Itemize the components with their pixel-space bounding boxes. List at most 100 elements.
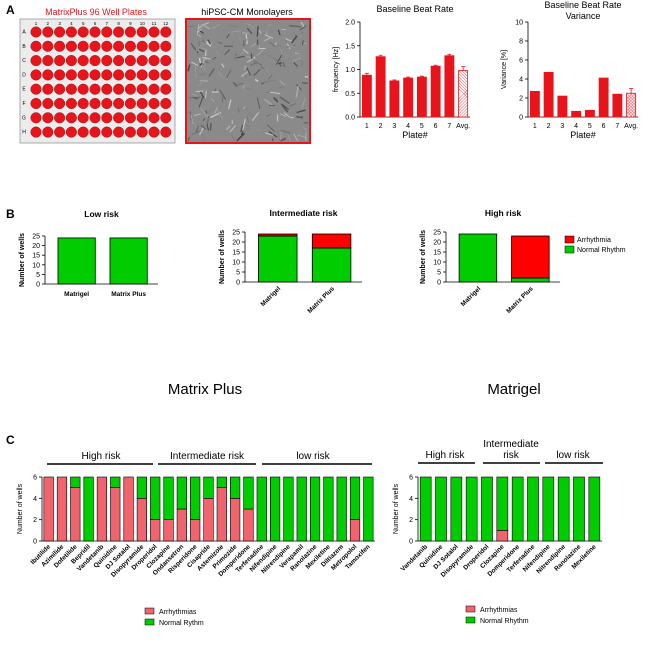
cell-texture <box>227 24 238 28</box>
cell-texture <box>226 34 230 39</box>
bar-arrhythmias <box>136 498 147 542</box>
bar-normal <box>256 476 267 542</box>
cell-texture <box>242 32 249 35</box>
cell-texture <box>246 87 252 91</box>
cell-texture <box>206 42 212 47</box>
bar-normal <box>363 476 374 542</box>
chart-title: Variance <box>566 11 601 21</box>
legend-label: Arrhythmia <box>577 237 611 244</box>
bar <box>529 90 540 118</box>
bar-arrhythmias <box>96 476 108 542</box>
bar-normal <box>458 233 498 283</box>
bar-normal <box>349 476 361 520</box>
plate-row-label: B <box>22 44 26 50</box>
well <box>136 112 148 124</box>
cell-texture <box>206 115 210 125</box>
cell-texture <box>274 59 283 61</box>
y-axis-label: Number of wells <box>17 483 24 534</box>
y-tick-label: 20 <box>433 240 441 247</box>
cell-texture <box>273 96 279 103</box>
bar-normal <box>496 476 509 531</box>
cell-texture <box>232 81 238 87</box>
cell-texture <box>304 75 309 78</box>
bar <box>416 76 427 118</box>
bar <box>612 93 623 118</box>
cell-texture <box>261 51 264 57</box>
bar <box>361 74 372 118</box>
cell-texture <box>211 23 221 30</box>
well <box>124 26 136 38</box>
bar-arrhythmias <box>216 487 227 542</box>
chart-title: Matrix Plus <box>168 381 242 398</box>
well <box>54 83 66 95</box>
well <box>77 69 89 81</box>
well <box>77 112 89 124</box>
bar-normal <box>450 476 463 542</box>
y-axis-label: Variance [%] <box>501 50 508 89</box>
cell-texture <box>263 37 271 42</box>
well <box>136 40 148 52</box>
legend-b: Arrhythmia Normal Rhythm <box>564 235 626 254</box>
cell-texture <box>292 57 302 62</box>
y-axis-label: Number of wells <box>219 230 226 284</box>
cell-texture <box>237 36 244 43</box>
cell-texture <box>204 90 207 99</box>
well <box>42 126 54 138</box>
bar-arrhythmias <box>190 519 201 542</box>
y-tick-label: 10 <box>433 260 441 267</box>
cell-texture <box>204 110 208 114</box>
well <box>113 97 125 109</box>
micrograph-title: hiPSC-CM Monolayers <box>201 7 293 17</box>
bar-normal <box>258 235 298 283</box>
plate-row-label: G <box>22 115 26 121</box>
cell-texture <box>295 86 299 98</box>
cell-texture <box>253 47 257 57</box>
cell-texture <box>268 131 278 138</box>
bar-normal <box>435 476 447 542</box>
bar-hatch <box>651 93 669 117</box>
well <box>30 83 42 95</box>
bar-hatch <box>626 110 633 117</box>
well <box>160 26 172 38</box>
plate-row-label: H <box>22 130 26 136</box>
cell-texture <box>266 124 276 132</box>
bar-arrhythmias <box>176 508 187 542</box>
group-label: low risk <box>556 450 590 461</box>
well <box>160 55 172 67</box>
bar-hatch <box>471 70 518 117</box>
bar-arrhythmias <box>496 530 509 542</box>
cell-texture <box>236 132 245 142</box>
well <box>136 97 148 109</box>
cell-texture <box>256 49 264 57</box>
legend-label: Arrhythmias <box>480 607 518 614</box>
well <box>65 112 77 124</box>
cell-texture <box>256 26 259 37</box>
cell-texture <box>238 66 242 78</box>
well <box>160 126 172 138</box>
low-risk-chart: Low risk 0 5 10 15 20 25 Matrigel Matrix Plus Num… <box>19 209 158 298</box>
x-tick-label: 4 <box>574 123 578 130</box>
bar <box>444 55 455 118</box>
bar-hatch <box>635 116 636 117</box>
bar <box>389 80 400 118</box>
well <box>148 126 160 138</box>
cell-texture <box>193 96 199 100</box>
well <box>101 40 113 52</box>
well <box>30 126 42 138</box>
cell-texture <box>206 124 209 131</box>
cell-texture <box>221 63 225 68</box>
cell-texture <box>268 74 273 80</box>
bar-hatch <box>632 113 636 117</box>
well <box>124 69 136 81</box>
y-tick-label: 4 <box>519 77 523 84</box>
chart-title: Intermediate risk <box>269 208 337 218</box>
well <box>113 126 125 138</box>
cell-texture <box>243 65 247 71</box>
bar-hatch <box>626 104 636 115</box>
chart-title: Baseline Beat Rate <box>544 0 621 10</box>
y-axis-label: Number of wells <box>393 483 400 534</box>
bar-hatch <box>477 70 524 117</box>
cell-texture <box>300 21 305 28</box>
well <box>65 83 77 95</box>
y-tick-label: 0 <box>437 280 441 287</box>
